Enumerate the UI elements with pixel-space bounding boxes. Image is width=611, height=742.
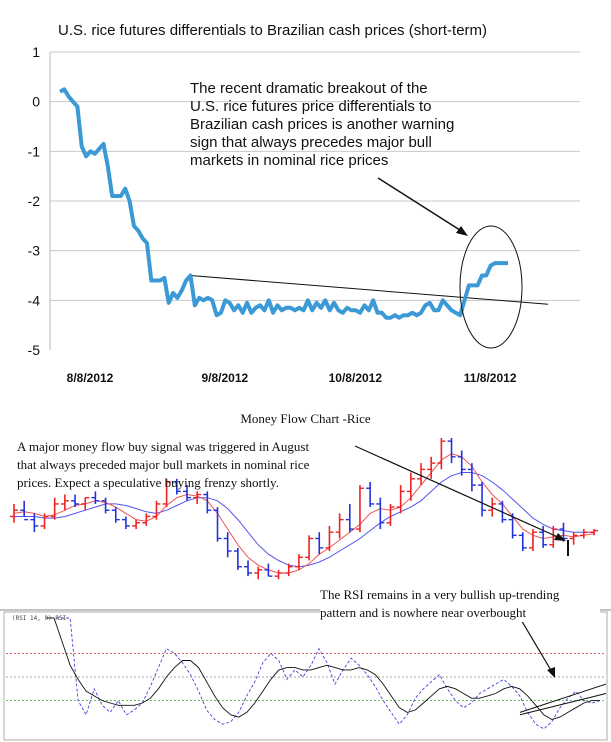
price-bar xyxy=(569,532,578,545)
price-bar xyxy=(447,438,456,464)
price-bar xyxy=(20,500,29,521)
price-bar xyxy=(60,494,69,511)
price-bar xyxy=(81,496,90,511)
y-tick-label: 1 xyxy=(32,44,40,60)
price-bar xyxy=(315,532,324,555)
price-bar xyxy=(437,438,446,470)
arrow-head xyxy=(554,533,566,541)
breakout-annotation-line: U.S. rice futures price differentials to xyxy=(190,98,432,115)
price-bar xyxy=(91,491,100,504)
rsi-indicator-label: (RSI 14, 9) RSI xyxy=(12,615,67,622)
price-bar xyxy=(559,522,568,542)
breakout-annotation: The recent dramatic breakout of the U.S.… xyxy=(190,80,490,170)
price-bar xyxy=(518,532,527,552)
price-bar xyxy=(498,500,507,523)
buy-signal-annotation-line: prices. Expect a speculative buying fren… xyxy=(17,475,279,490)
price-bar xyxy=(213,507,222,542)
price-bar xyxy=(30,513,39,533)
price-bar xyxy=(467,463,476,492)
price-bar xyxy=(355,485,364,533)
x-tick-label: 8/8/2012 xyxy=(67,371,114,385)
rsi-average-line xyxy=(46,617,600,720)
rsi-annotation-arrow xyxy=(519,617,553,673)
price-bar xyxy=(50,497,59,520)
trendline xyxy=(190,275,549,305)
rsi-annotation: The RSI remains in a very bullish up-tre… xyxy=(320,586,600,622)
price-bar xyxy=(254,566,263,580)
price-bar xyxy=(376,497,385,530)
price-bar xyxy=(233,547,242,570)
breakout-annotation-line: The recent dramatic breakout of the xyxy=(190,80,428,97)
chart-2-title: Money Flow Chart -Rice xyxy=(240,411,371,426)
price-bar xyxy=(386,503,395,526)
price-bar xyxy=(590,529,598,536)
buy-signal-annotation-line: that always preceded major bull markets … xyxy=(17,457,310,472)
price-bar xyxy=(244,560,253,577)
price-bar xyxy=(305,535,314,561)
breakout-annotation-line: markets in nominal rice prices xyxy=(190,152,389,169)
rsi-trendline xyxy=(519,683,607,713)
price-bar xyxy=(325,525,334,552)
buy-signal-annotation: A major money flow buy signal was trigge… xyxy=(17,438,347,492)
y-tick-label: -3 xyxy=(28,243,41,259)
price-bar xyxy=(478,481,487,517)
x-tick-label: 9/8/2012 xyxy=(201,371,248,385)
y-tick-label: -4 xyxy=(28,292,41,308)
price-bar xyxy=(539,525,548,548)
price-bar xyxy=(132,519,141,530)
breakout-circle xyxy=(459,225,523,349)
buy-signal-arrow xyxy=(354,445,561,539)
price-bar xyxy=(427,456,436,479)
price-bar xyxy=(396,485,405,514)
price-bar xyxy=(193,491,202,504)
y-tick-label: 0 xyxy=(32,94,40,110)
price-bar xyxy=(488,497,497,517)
rsi-annotation-line: The RSI remains in a very bullish up-tre… xyxy=(320,587,560,602)
price-bar xyxy=(457,450,466,476)
price-bar xyxy=(528,529,537,552)
price-bar xyxy=(264,563,273,577)
arrow-head xyxy=(547,667,555,678)
futures-differential-chart: 1 0 -1 -2 -3 -4 -5 8/8/2012 9/8/2012 10/8/2012 11… xyxy=(28,44,580,385)
buy-signal-annotation-line: A major money flow buy signal was trigge… xyxy=(17,439,310,454)
rsi-annotation-line: pattern and is nowhere near overbought xyxy=(320,605,527,620)
arrow-head xyxy=(456,226,468,236)
price-bar xyxy=(71,494,80,508)
y-tick-label: -5 xyxy=(28,342,41,358)
price-bar xyxy=(274,569,283,580)
chart-1-title: U.S. rice futures differentials to Brazi… xyxy=(58,22,488,39)
price-bar xyxy=(223,532,232,558)
rsi-panel xyxy=(3,611,608,741)
annotation-arrow xyxy=(377,177,464,233)
price-bar xyxy=(284,563,293,577)
price-bar xyxy=(111,507,120,523)
x-tick-label: 10/8/2012 xyxy=(329,371,383,385)
rsi-trendline xyxy=(519,693,607,716)
price-bar xyxy=(10,503,18,523)
breakout-annotation-line: sign that always precedes major bull xyxy=(190,134,432,151)
differential-series-line xyxy=(59,87,508,320)
price-bar xyxy=(406,472,415,501)
price-bar xyxy=(121,516,130,530)
y-tick-label: -1 xyxy=(28,143,41,159)
price-bar xyxy=(366,481,375,508)
price-bar xyxy=(579,529,588,539)
y-tick-label: -2 xyxy=(28,193,41,209)
price-bar xyxy=(294,554,303,570)
price-bar xyxy=(40,513,49,530)
price-bar xyxy=(142,513,151,526)
price-bar xyxy=(417,463,426,486)
price-bar xyxy=(549,525,558,548)
rsi-line xyxy=(46,617,601,730)
price-bar xyxy=(345,503,354,533)
price-bar xyxy=(508,513,517,539)
breakout-annotation-line: Brazilian cash prices is another warning xyxy=(190,116,455,133)
price-bar xyxy=(101,497,110,514)
price-bar xyxy=(203,491,212,514)
price-bar xyxy=(335,513,344,539)
x-tick-label: 11/8/2012 xyxy=(464,371,517,385)
price-bar xyxy=(152,500,161,520)
